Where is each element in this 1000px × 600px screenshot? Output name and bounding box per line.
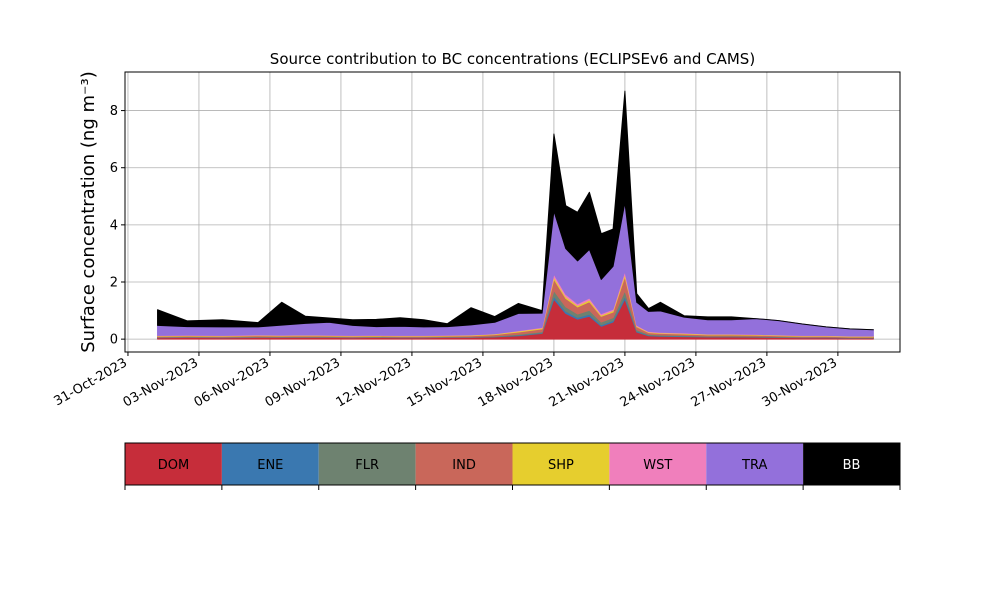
x-tick-label: 06-Nov-2023 <box>192 355 272 410</box>
plot-frame <box>124 71 901 353</box>
x-tick-label: 03-Nov-2023 <box>121 355 201 410</box>
x-tick-label: 12-Nov-2023 <box>334 355 414 410</box>
y-tick-label: 2 <box>110 276 118 291</box>
x-tick-label: 18-Nov-2023 <box>476 355 556 410</box>
legend-swatch-bb <box>803 443 900 485</box>
x-tick-label: 15-Nov-2023 <box>405 355 485 410</box>
y-axis-label: Surface concentration (ng m⁻³) <box>78 71 99 353</box>
y-tick-label: 8 <box>110 104 118 119</box>
stacked-areas <box>157 90 874 340</box>
legend-label-flr: FLR <box>355 458 379 473</box>
legend-label-shp: SHP <box>548 458 574 473</box>
legend-swatch-shp <box>512 443 610 485</box>
legend-label-wst: WST <box>643 458 672 473</box>
legend-swatch-ene <box>221 443 319 485</box>
x-tick-label: 24-Nov-2023 <box>618 355 698 410</box>
x-tick-label: 09-Nov-2023 <box>263 355 343 410</box>
legend-label-bb: BB <box>843 458 861 473</box>
legend-swatch-wst <box>609 443 707 485</box>
y-tick-label: 0 <box>110 333 118 348</box>
series-area-bb <box>157 90 874 331</box>
legend: DOM ENE FLR IND SHP WST TRA BB <box>124 442 901 490</box>
y-axis: 0 2 4 6 8 <box>110 104 125 348</box>
series-area-tra <box>157 202 874 337</box>
legend-swatch-dom <box>125 443 222 485</box>
legend-swatch-ind <box>415 443 513 485</box>
x-tick-label: 27-Nov-2023 <box>689 355 769 410</box>
chart-title: Source contribution to BC concentrations… <box>270 50 755 68</box>
y-tick-label: 4 <box>110 218 118 233</box>
legend-label-ene: ENE <box>257 458 283 473</box>
legend-label-ind: IND <box>452 458 476 473</box>
x-tick-label: 31-Oct-2023 <box>52 355 130 409</box>
x-axis: 31-Oct-202303-Nov-202306-Nov-202309-Nov-… <box>52 352 840 410</box>
x-tick-label: 30-Nov-2023 <box>760 355 840 410</box>
legend-swatch-flr <box>318 443 416 485</box>
legend-label-dom: DOM <box>158 458 189 473</box>
legend-swatch-tra <box>706 443 804 485</box>
legend-label-tra: TRA <box>741 458 767 473</box>
y-tick-label: 6 <box>110 161 118 176</box>
x-tick-label: 21-Nov-2023 <box>547 355 627 410</box>
